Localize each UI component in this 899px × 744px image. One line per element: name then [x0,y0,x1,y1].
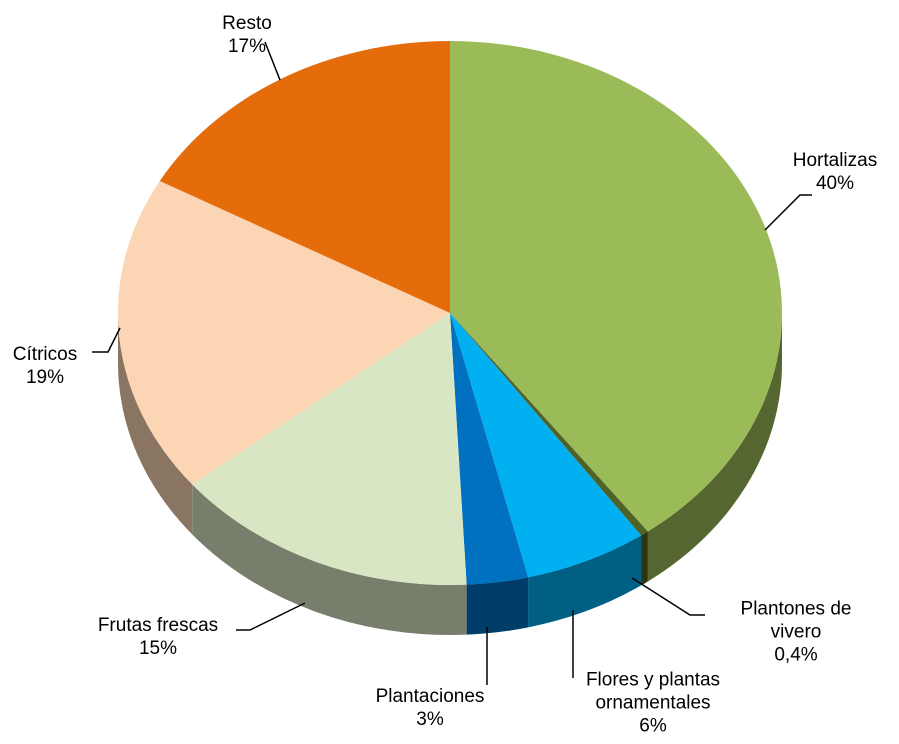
data-label: Plantones de vivero 0,4% [731,598,861,667]
leader-line [264,41,281,81]
category-label: Plantones de vivero [740,598,852,643]
data-label: Plantaciones 3% [355,685,505,731]
slice-side-shade [647,313,782,582]
data-label: Cítricos 19% [0,343,90,389]
slice-side-shade [118,313,193,535]
value-label: 19% [25,367,65,388]
leader-line [764,194,812,231]
slice [159,41,450,313]
value-label: 40% [815,173,855,194]
slice-side [528,535,642,628]
category-label: Frutas frescas [97,615,219,636]
data-label: Hortalizas 40% [775,149,895,195]
slice-side [192,484,467,635]
leader-line [92,327,121,353]
category-label: Plantaciones [375,686,485,707]
leader-line [236,602,306,631]
slice-side [118,313,193,535]
category-label: Resto [222,13,272,34]
slice [450,313,529,585]
slice [117,180,450,485]
slice-side [641,531,648,586]
slice-side-shade [641,531,648,586]
data-label: Flores y plantas ornamentales 6% [566,669,741,738]
data-label: Resto 17% [202,12,292,58]
value-label: 3% [416,709,444,730]
data-label: Frutas frescas 15% [73,614,243,660]
slice-side-shade [528,535,642,628]
category-label: Hortalizas [792,150,878,171]
slice-side-shade [192,484,467,635]
value-label: 17% [227,36,267,57]
slice [450,313,648,536]
slice-side [647,313,782,582]
leader-line [631,577,705,616]
slice [192,313,467,585]
category-label: Cítricos [12,344,78,365]
value-label: 0,4% [774,644,818,666]
slice-side [466,577,529,635]
value-label: 15% [138,638,178,659]
slice-side-shade [466,577,529,635]
slice [450,313,642,578]
slice [450,41,782,532]
category-label: Flores y plantas ornamentales [585,669,721,714]
value-label: 6% [639,715,667,737]
